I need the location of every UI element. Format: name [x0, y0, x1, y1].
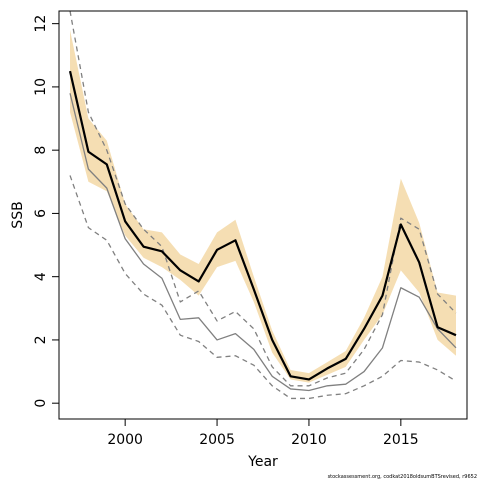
x-tick-label: 2010: [291, 432, 327, 448]
comparison-upper-bound-line: [69, 11, 457, 387]
x-tick-label: 2000: [107, 432, 143, 448]
y-tick-label: 0: [33, 399, 49, 408]
x-tick-label: 2015: [383, 432, 419, 448]
y-tick-label: 10: [33, 78, 49, 96]
y-axis-title: SSB: [10, 201, 26, 228]
y-tick-label: 12: [33, 15, 49, 33]
ssb-estimate-line: [68, 70, 457, 381]
comparison-estimate-line: [69, 93, 457, 392]
x-tick-label: 2005: [199, 432, 235, 448]
y-tick-label: 2: [33, 335, 49, 344]
y-tick-label: 6: [33, 209, 49, 218]
y-axis: 0 2 4 6 8 10 12: [33, 15, 59, 408]
footnote: stockassessment.org, codkat2018oldsumBTS…: [328, 474, 477, 480]
x-axis: 2000 2005 2010 2015: [107, 418, 419, 448]
y-tick-label: 4: [33, 272, 49, 281]
chart-marks: [68, 11, 457, 400]
comparison-lower-bound-line: [69, 175, 457, 400]
y-tick-label: 8: [33, 146, 49, 155]
x-axis-title: Year: [247, 454, 278, 470]
